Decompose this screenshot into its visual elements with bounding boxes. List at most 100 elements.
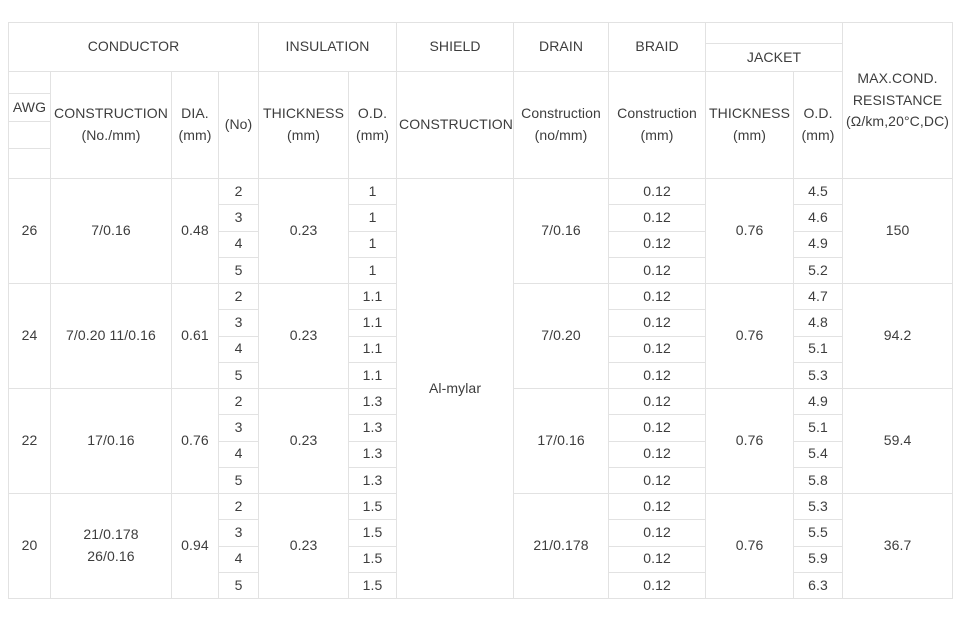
header-group-conductor: CONDUCTOR [7, 22, 260, 72]
cell-insulation-thickness: 0.23 [258, 283, 350, 389]
cell-braid: 0.12 [608, 230, 707, 258]
cell-jacket-thickness: 0.76 [705, 388, 795, 494]
cell-jacket-od: 4.9 [793, 387, 844, 416]
cell-dia: 0.48 [171, 178, 219, 284]
cell-insulation-od: 1.5 [348, 571, 398, 600]
header-awg-spacer-top [8, 71, 51, 94]
cell-resistance: 59.4 [842, 388, 954, 494]
cell-no: 2 [217, 387, 260, 416]
cell-resistance: 36.7 [842, 493, 954, 599]
cell-no: 2 [217, 177, 260, 206]
header-col-dia: DIA. (mm) [171, 71, 219, 179]
header-group-shield: SHIELD [396, 22, 515, 72]
cell-insulation-od: 1 [348, 177, 398, 206]
cell-braid: 0.12 [608, 466, 707, 495]
cell-braid: 0.12 [608, 414, 707, 442]
cell-insulation-od: 1.1 [348, 282, 398, 311]
cell-jacket-thickness: 0.76 [705, 493, 795, 599]
cell-dia: 0.76 [171, 388, 219, 494]
cell-dia: 0.61 [171, 283, 219, 389]
cell-no: 4 [217, 440, 260, 468]
cell-jacket-od: 5.8 [793, 466, 844, 495]
cell-insulation-od: 1.5 [348, 545, 398, 573]
cell-drain-construction: 7/0.20 [513, 283, 610, 389]
header-col-no: (No) [217, 71, 260, 179]
cell-dia: 0.94 [171, 493, 219, 599]
cell-braid: 0.12 [608, 440, 707, 468]
cell-resistance: 150 [842, 178, 954, 284]
cell-braid: 0.12 [608, 545, 707, 573]
cell-no: 5 [217, 361, 260, 390]
header-awg-spacer-mid [8, 121, 51, 149]
header-col-jacket-od: O.D. (mm) [793, 71, 844, 179]
cell-jacket-od: 5.3 [793, 492, 844, 521]
cell-jacket-od: 5.1 [793, 414, 844, 442]
cell-jacket-od: 4.6 [793, 204, 844, 232]
cell-jacket-od: 4.8 [793, 309, 844, 337]
cell-drain-construction: 17/0.16 [513, 388, 610, 494]
cell-jacket-od: 5.4 [793, 440, 844, 468]
cell-awg: 26 [8, 178, 51, 284]
header-jacket-spacer [705, 22, 844, 44]
cell-no: 4 [217, 545, 260, 573]
cell-no: 5 [217, 571, 260, 600]
wire-spec-table: CONDUCTOR INSULATION SHIELD DRAIN BRAID … [7, 22, 954, 600]
header-group-insulation: INSULATION [258, 22, 398, 72]
header-col-construction: CONSTRUCTION (No./mm) [50, 71, 172, 179]
cell-insulation-thickness: 0.23 [258, 493, 350, 599]
cell-insulation-od: 1.3 [348, 440, 398, 468]
cell-insulation-od: 1.5 [348, 519, 398, 547]
cell-construction: 7/0.20 11/0.16 [50, 283, 172, 389]
cell-braid: 0.12 [608, 177, 707, 206]
header-group-jacket: JACKET [705, 43, 844, 72]
header-col-shield-construction: CONSTRUCTION [396, 71, 515, 179]
header-col-drain-construction: Construction (no/mm) [513, 71, 610, 179]
cell-insulation-od: 1.3 [348, 414, 398, 442]
cell-insulation-od: 1.3 [348, 466, 398, 495]
header-awg-spacer-bottom [8, 148, 51, 179]
cell-jacket-od: 5.5 [793, 519, 844, 547]
cell-drain-construction: 21/0.178 [513, 493, 610, 599]
cell-braid: 0.12 [608, 309, 707, 337]
header-col-resistance: MAX.COND. RESISTANCE (Ω/km,20°C,DC) [842, 22, 954, 179]
cell-awg: 22 [8, 388, 51, 494]
cell-shield-construction: Al-mylar [396, 178, 515, 599]
cell-jacket-od: 4.7 [793, 282, 844, 311]
cell-no: 5 [217, 256, 260, 285]
cell-awg: 20 [8, 493, 51, 599]
cell-braid: 0.12 [608, 204, 707, 232]
cell-no: 3 [217, 309, 260, 337]
cell-construction: 17/0.16 [50, 388, 172, 494]
header-col-awg: AWG [8, 93, 51, 122]
header-col-braid-construction: Construction (mm) [608, 71, 707, 179]
cell-no: 3 [217, 414, 260, 442]
cell-insulation-od: 1.1 [348, 361, 398, 390]
header-col-insulation-od: O.D. (mm) [348, 71, 398, 179]
cell-jacket-od: 5.3 [793, 361, 844, 390]
cell-braid: 0.12 [608, 519, 707, 547]
cell-construction: 21/0.178 26/0.16 [50, 493, 172, 599]
cell-no: 4 [217, 335, 260, 363]
cell-no: 4 [217, 230, 260, 258]
cell-insulation-od: 1.1 [348, 335, 398, 363]
cell-jacket-thickness: 0.76 [705, 178, 795, 284]
cell-jacket-od: 6.3 [793, 571, 844, 600]
cell-no: 2 [217, 492, 260, 521]
cell-jacket-od: 5.1 [793, 335, 844, 363]
cell-drain-construction: 7/0.16 [513, 178, 610, 284]
cell-no: 3 [217, 519, 260, 547]
cell-insulation-od: 1.3 [348, 387, 398, 416]
cell-awg: 24 [8, 283, 51, 389]
cell-insulation-thickness: 0.23 [258, 388, 350, 494]
cell-no: 2 [217, 282, 260, 311]
header-col-insulation-thickness: THICKNESS (mm) [258, 71, 350, 179]
cell-resistance: 94.2 [842, 283, 954, 389]
cell-jacket-od: 5.9 [793, 545, 844, 573]
cell-insulation-od: 1.1 [348, 309, 398, 337]
cell-braid: 0.12 [608, 256, 707, 285]
cell-insulation-thickness: 0.23 [258, 178, 350, 284]
cell-jacket-thickness: 0.76 [705, 283, 795, 389]
cell-insulation-od: 1 [348, 204, 398, 232]
cell-jacket-od: 4.9 [793, 230, 844, 258]
